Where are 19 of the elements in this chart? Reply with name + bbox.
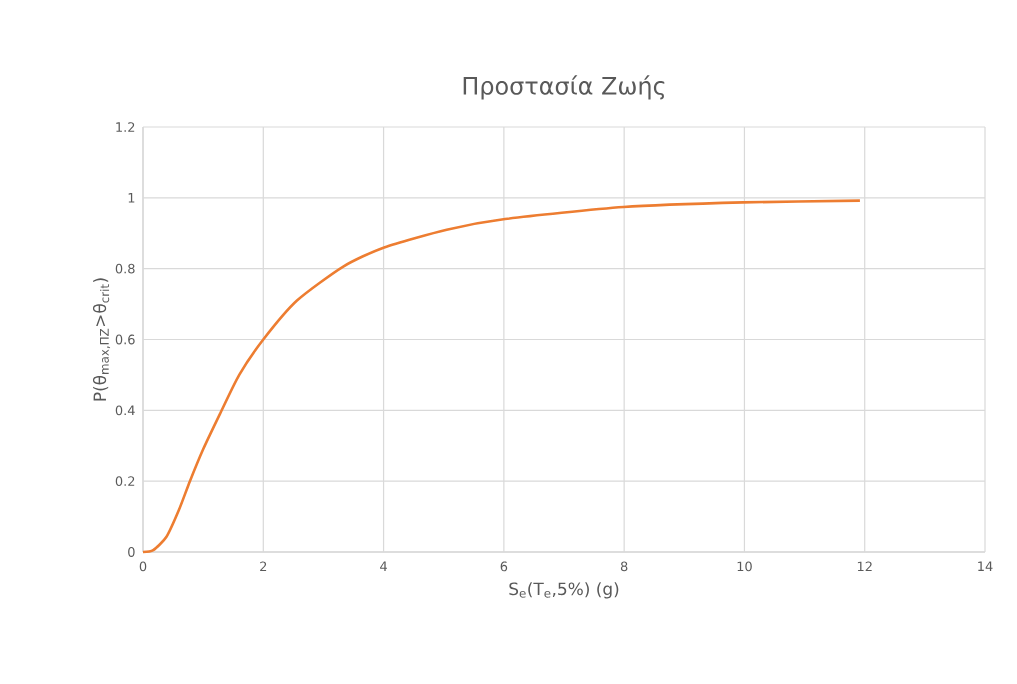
y-tick-label: 0.8 — [115, 263, 135, 274]
x-tick-label: 0 — [139, 561, 147, 572]
y-axis-title: P(θ$_{max,ΠΖ}$>θ$_{crit}$) — [92, 278, 111, 401]
x-tick-label: 2 — [260, 561, 267, 572]
chart-title: Προστασία Ζωής — [463, 75, 665, 100]
y-tick-label: 0 — [128, 547, 135, 557]
y-tick-label: 1 — [128, 193, 135, 203]
y-tick-label: 0.4 — [115, 405, 135, 416]
x-tick-label: 12 — [857, 561, 872, 572]
x-tick-label: 6 — [500, 561, 508, 572]
x-tick-label: 4 — [380, 561, 387, 571]
x-axis-title: S$_{e}$(T$_{e}$,5%) (g) — [509, 582, 619, 599]
x-tick-label: 10 — [737, 561, 752, 572]
y-tick-label: 1.2 — [116, 122, 135, 132]
x-tick-label: 14 — [978, 561, 993, 571]
x-tick-label: 8 — [620, 561, 628, 572]
y-tick-label: 0.2 — [115, 476, 135, 487]
line-series — [141, 199, 862, 554]
y-tick-label: 0.6 — [115, 334, 135, 345]
